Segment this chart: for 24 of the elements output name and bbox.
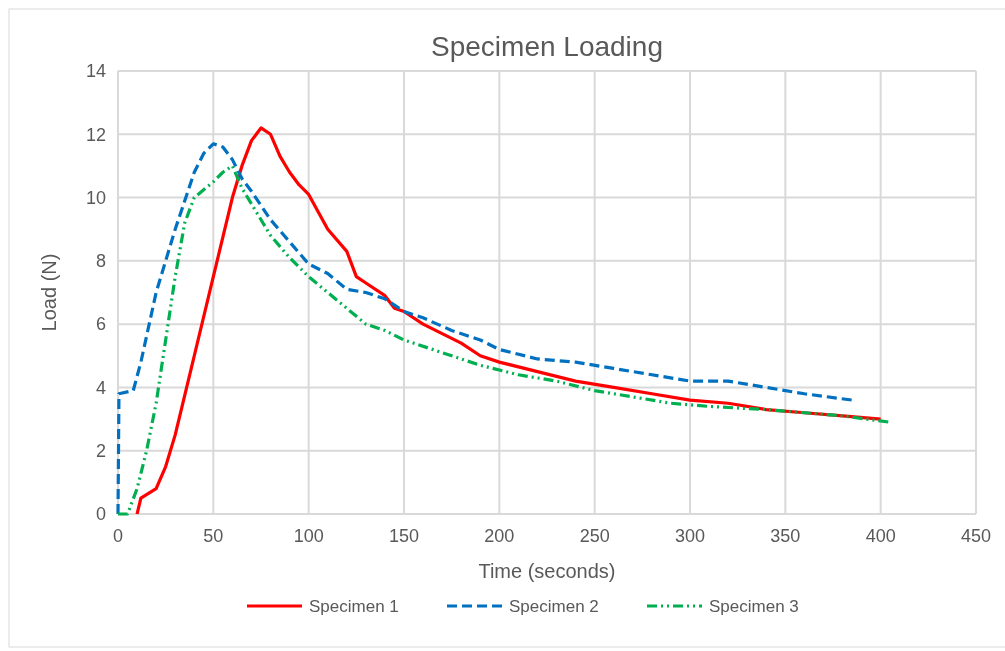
x-tick-label: 50 [203, 526, 224, 546]
x-tick-label: 300 [674, 526, 706, 546]
y-tick-label: 0 [95, 504, 106, 525]
legend-label: Specimen 3 [709, 596, 799, 616]
y-tick-label: 8 [95, 251, 106, 272]
x-tick-label: 350 [770, 526, 801, 546]
x-tick-label: 400 [865, 526, 896, 546]
x-tick-label: 150 [388, 526, 420, 546]
legend-label: Specimen 2 [509, 596, 599, 616]
y-tick-label: 10 [85, 187, 106, 208]
x-tick-label: 0 [112, 526, 124, 546]
legend-label: Specimen 1 [309, 596, 399, 616]
x-tick-label: 250 [579, 526, 610, 546]
chart-title: Specimen Loading [431, 31, 663, 62]
y-axis-title: Load (N) [38, 253, 60, 332]
y-tick-label: 12 [85, 124, 106, 145]
y-tick-label: 4 [95, 377, 106, 398]
x-tick-label: 450 [960, 526, 992, 546]
x-tick-label: 100 [293, 526, 324, 546]
y-tick-label: 2 [95, 441, 106, 462]
y-tick-label: 14 [85, 61, 106, 82]
x-axis-title: Time (seconds) [478, 560, 616, 582]
x-tick-label: 200 [484, 526, 515, 546]
y-tick-label: 6 [95, 314, 106, 335]
